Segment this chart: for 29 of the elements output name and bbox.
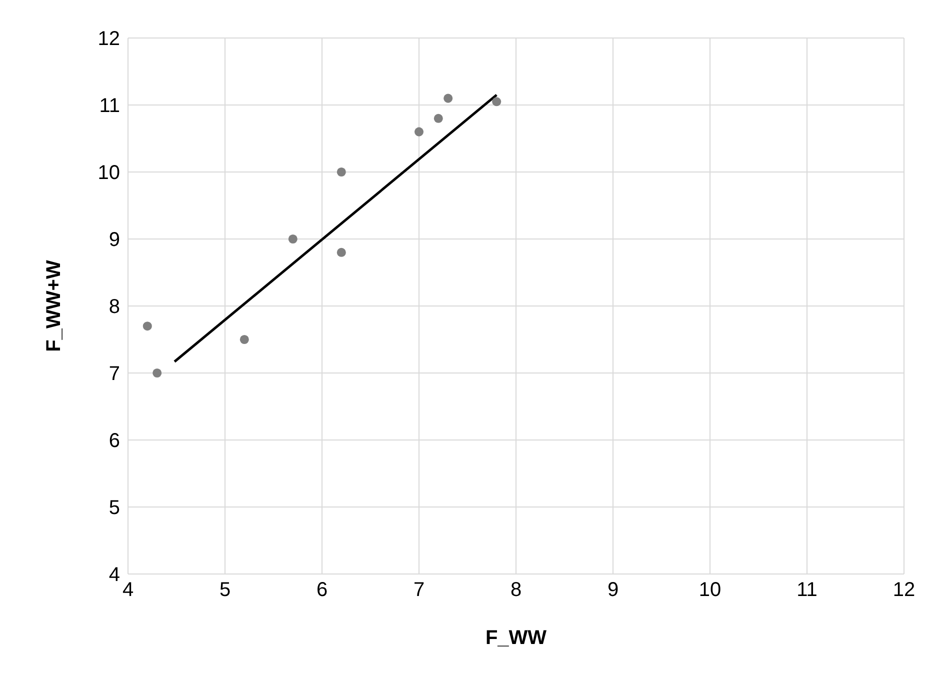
y-tick-label: 4 bbox=[108, 564, 120, 586]
x-tick-label: 6 bbox=[316, 579, 328, 602]
point bbox=[336, 167, 346, 177]
y-tick-label: 10 bbox=[98, 162, 120, 184]
y-tick-label: 8 bbox=[108, 296, 120, 318]
point bbox=[444, 94, 453, 103]
x-tick-label: 11 bbox=[796, 579, 818, 602]
point bbox=[492, 97, 502, 106]
x-tick-label: 9 bbox=[607, 579, 619, 602]
x-axis-title: F_WW bbox=[485, 627, 547, 649]
y-axis-title: F_WW+W bbox=[43, 260, 66, 352]
x-tick-label: 5 bbox=[219, 579, 231, 602]
point bbox=[434, 114, 443, 123]
y-tick-label: 6 bbox=[108, 430, 120, 452]
point bbox=[152, 368, 162, 378]
y-tick-label: 9 bbox=[108, 229, 120, 252]
y-tick-label: 7 bbox=[108, 363, 120, 386]
point bbox=[240, 334, 249, 344]
x-tick-label: 8 bbox=[510, 579, 522, 602]
point bbox=[142, 322, 152, 331]
point bbox=[414, 127, 424, 136]
point bbox=[288, 234, 298, 244]
y-tick-label: 12 bbox=[98, 28, 120, 50]
y-tick-label: 5 bbox=[108, 497, 120, 520]
x-tick-label: 10 bbox=[698, 579, 722, 602]
point bbox=[336, 248, 346, 257]
y-tick-label: 11 bbox=[99, 95, 120, 118]
x-tick-label: 12 bbox=[892, 579, 916, 602]
x-tick-label: 7 bbox=[413, 579, 425, 602]
